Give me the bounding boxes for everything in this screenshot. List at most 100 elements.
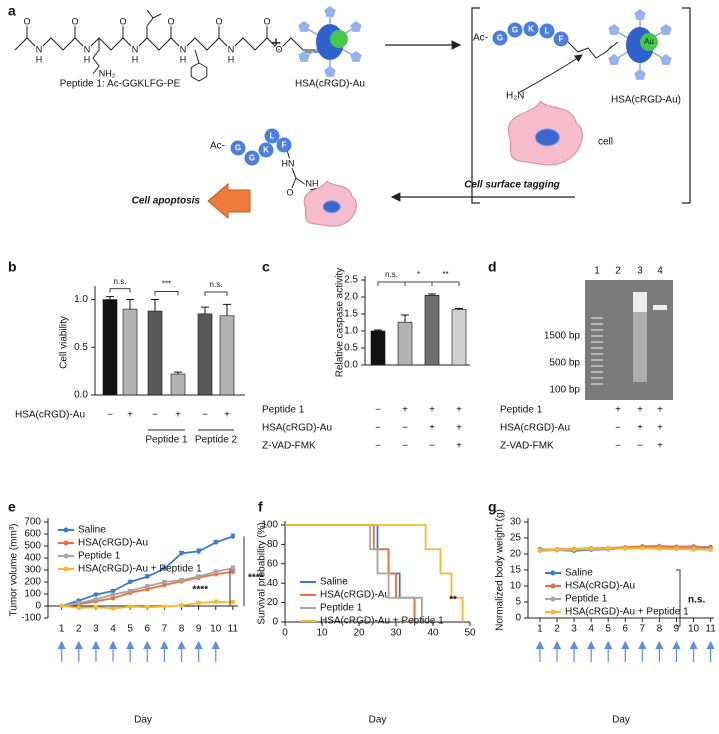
legend-label: HSA(cRGD)-Au + Peptide 1	[565, 607, 689, 618]
condition-label: HSA(cRGD)-Au	[15, 410, 85, 421]
bead	[230, 140, 246, 156]
atom: O	[23, 16, 30, 26]
error-bar	[106, 296, 114, 300]
bond	[146, 9, 154, 38]
error-bar	[151, 299, 159, 311]
ring	[190, 62, 208, 82]
point	[145, 574, 150, 579]
y-tick-label: -100	[21, 613, 41, 624]
legend-label: Peptide 1	[565, 594, 608, 605]
bond	[194, 49, 200, 64]
y-tick-label: 0.5	[344, 343, 358, 354]
legend-marker	[63, 566, 69, 572]
ligand	[324, 6, 336, 17]
condition-label: Z-VAD-FMK	[500, 441, 554, 452]
y-tick-label: 0	[515, 613, 521, 624]
atom: HN	[282, 158, 295, 168]
atom: NH₂	[99, 68, 116, 78]
linker	[286, 149, 319, 191]
bead	[553, 31, 569, 47]
significance-bracket	[377, 281, 406, 286]
atom: N	[84, 44, 91, 54]
x-tick-label: 0	[282, 628, 288, 639]
y-axis-label: Cell viability	[59, 316, 70, 369]
panel-label: g	[488, 499, 497, 515]
peptide-label: Peptide 1: Ac-GGKLFG-PE	[60, 79, 181, 90]
bead	[258, 142, 274, 158]
y-axis-label: Survival probability (%)	[257, 522, 268, 624]
y-tick-label: 10	[510, 581, 522, 592]
legend-label: HSA(cRGD)-Au	[565, 581, 635, 592]
series-line	[285, 524, 464, 622]
point	[623, 546, 628, 551]
condition-mark: −	[107, 410, 113, 421]
y-tick-label: 30	[510, 517, 522, 528]
x-tick-label: 30	[390, 628, 402, 639]
marker-label: 100 bp	[549, 385, 580, 396]
tagging-label: Cell surface tagging	[464, 180, 560, 191]
ligand	[660, 24, 672, 35]
bead-label: G	[497, 34, 503, 43]
point	[196, 574, 201, 579]
condition-mark: −	[615, 423, 621, 434]
condition-mark: −	[375, 423, 381, 434]
x-axis-label: Day	[612, 715, 630, 726]
significance-label: n.s.	[385, 270, 398, 279]
atom: NH	[306, 178, 319, 188]
point	[162, 566, 167, 571]
point	[554, 547, 560, 552]
error-bar	[126, 299, 134, 310]
bead	[507, 22, 523, 38]
condition-mark: −	[402, 441, 408, 452]
bead	[523, 21, 539, 37]
apoptosis-label: Cell apoptosis	[132, 196, 201, 207]
point	[708, 547, 713, 553]
legend-marker	[63, 527, 69, 533]
significance-bracket	[431, 281, 460, 286]
marker-label: 1500 bp	[544, 331, 581, 342]
x-tick-label: 4	[110, 624, 116, 635]
point	[179, 578, 184, 583]
annotation: **	[449, 595, 457, 606]
x-tick-label: 2	[554, 624, 560, 635]
condition-mark: −	[202, 410, 208, 421]
point	[110, 606, 116, 611]
legend-label: Saline	[320, 577, 348, 588]
panel-label: d	[488, 259, 497, 275]
y-tick-label: 0.0	[74, 390, 88, 401]
y-tick-label: 2.5	[344, 275, 358, 286]
group-label: Peptide 1	[145, 435, 188, 446]
y-tick-label: 500	[24, 541, 41, 552]
bead-label: K	[263, 146, 269, 155]
significance-label: n.s.	[210, 280, 223, 289]
significance-bracket	[676, 569, 681, 627]
linker	[565, 39, 619, 59]
lane-label: 3	[637, 266, 643, 277]
significance-label: ***	[162, 280, 171, 289]
legend-label: HSA(cRGD)-Au + Peptide 1	[320, 616, 444, 627]
x-tick-label: 50	[464, 628, 476, 639]
condition-mark: +	[429, 423, 435, 434]
error-bar	[223, 303, 231, 316]
significance-bracket	[404, 281, 433, 286]
condition-mark: +	[456, 423, 462, 434]
condition-mark: −	[375, 441, 381, 452]
y-tick-label: 0	[272, 617, 278, 628]
scheme: a Peptide 1: Ac-GGKLFG-PE + HSA(cRGD)-Au…	[8, 3, 691, 227]
point	[179, 551, 184, 556]
point	[537, 547, 543, 553]
annotation: ****	[192, 585, 208, 596]
bond	[92, 38, 100, 75]
x-tick-label: 3	[571, 624, 577, 635]
condition-mark: +	[127, 410, 133, 421]
bead	[276, 137, 292, 153]
y-tick-label: 0	[35, 601, 41, 612]
condition-mark: −	[375, 405, 381, 416]
point	[640, 546, 645, 551]
point	[93, 597, 99, 602]
y-tick-label: 15	[510, 565, 522, 576]
point	[127, 588, 133, 594]
lane-label: 1	[594, 266, 600, 277]
group-label: Peptide 2	[195, 435, 238, 446]
